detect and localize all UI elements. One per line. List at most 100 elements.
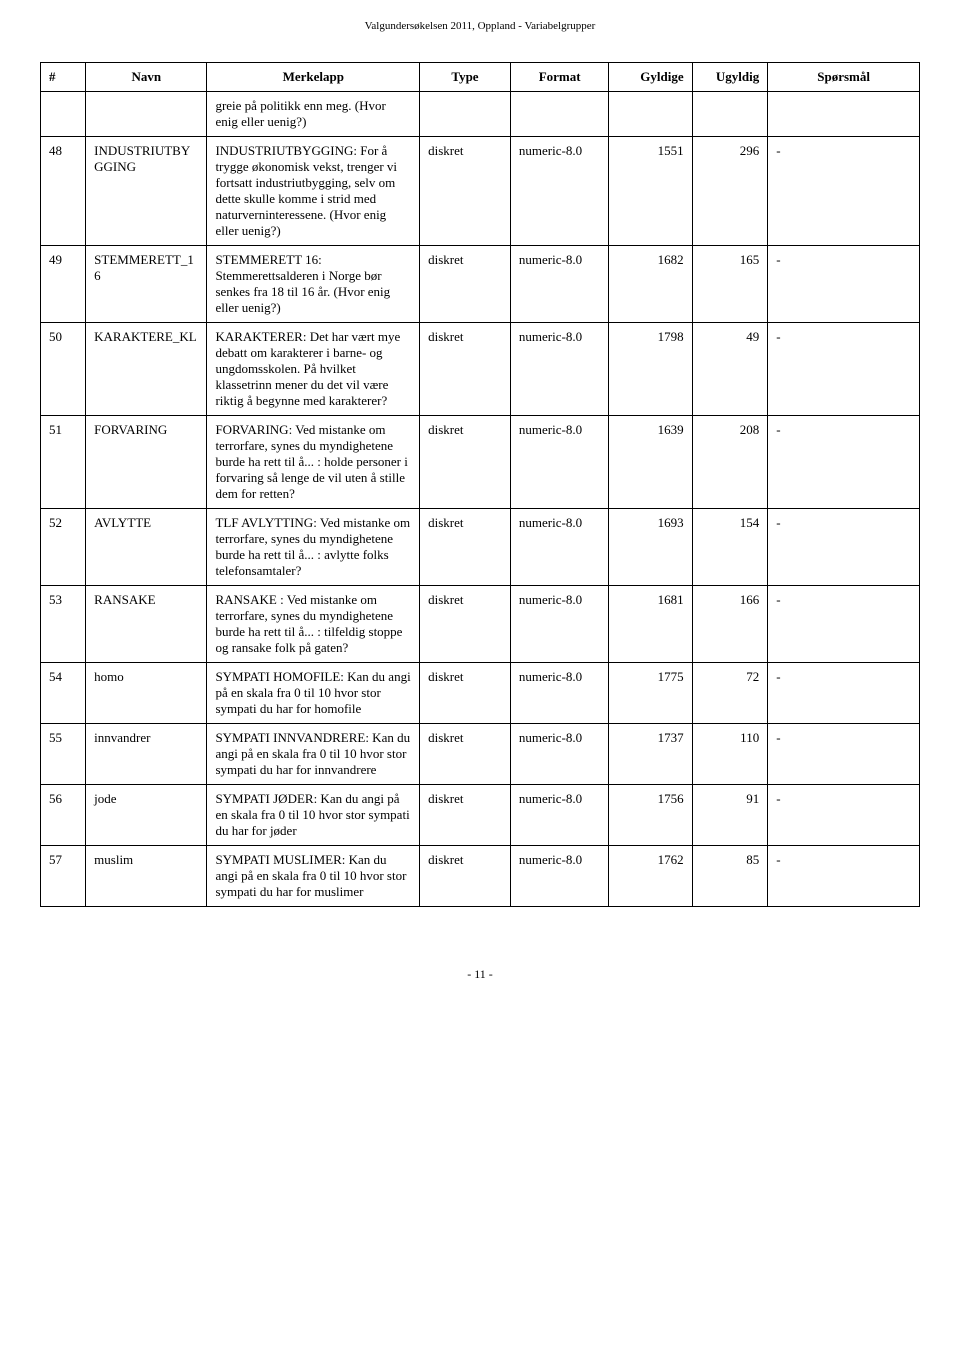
- cell-sporsmal: -: [768, 509, 920, 586]
- cell-ugyldig: 49: [692, 323, 768, 416]
- table-row: 48INDUSTRIUTBYGGINGINDUSTRIUTBYGGING: Fo…: [41, 137, 920, 246]
- col-header-sporsmal: Spørsmål: [768, 63, 920, 92]
- cell-ugyldig: 72: [692, 663, 768, 724]
- cell-type: diskret: [420, 586, 511, 663]
- cell-type: diskret: [420, 663, 511, 724]
- cell-type: diskret: [420, 785, 511, 846]
- col-header-ugyldig: Ugyldig: [692, 63, 768, 92]
- cell-navn: FORVARING: [86, 416, 207, 509]
- cell-sporsmal: -: [768, 785, 920, 846]
- cell-navn: RANSAKE: [86, 586, 207, 663]
- cell-sporsmal: -: [768, 246, 920, 323]
- cell-navn: homo: [86, 663, 207, 724]
- cell-navn: AVLYTTE: [86, 509, 207, 586]
- cell-format: numeric-8.0: [510, 785, 608, 846]
- cell-merkelapp: STEMMERETT 16: Stemmerettsalderen i Norg…: [207, 246, 420, 323]
- cell-sporsmal: -: [768, 586, 920, 663]
- cell-gyldige: 1737: [609, 724, 692, 785]
- cell-type: diskret: [420, 137, 511, 246]
- cell-sporsmal: -: [768, 416, 920, 509]
- cell-navn: INDUSTRIUTBYGGING: [86, 137, 207, 246]
- cell-gyldige: 1798: [609, 323, 692, 416]
- cell-type: diskret: [420, 416, 511, 509]
- cell-navn: muslim: [86, 846, 207, 907]
- variable-table: # Navn Merkelapp Type Format Gyldige Ugy…: [40, 62, 920, 907]
- cell-type: diskret: [420, 323, 511, 416]
- cell-merkelapp: SYMPATI INNVANDRERE: Kan du angi på en s…: [207, 724, 420, 785]
- cell-navn: [86, 92, 207, 137]
- cell-format: numeric-8.0: [510, 724, 608, 785]
- table-row: 51FORVARINGFORVARING: Ved mistanke om te…: [41, 416, 920, 509]
- table-row: 53RANSAKERANSAKE : Ved mistanke om terro…: [41, 586, 920, 663]
- cell-format: numeric-8.0: [510, 323, 608, 416]
- cell-ugyldig: 91: [692, 785, 768, 846]
- cell-num: 54: [41, 663, 86, 724]
- cell-gyldige: 1639: [609, 416, 692, 509]
- cell-gyldige: 1775: [609, 663, 692, 724]
- cell-sporsmal: -: [768, 663, 920, 724]
- cell-navn: jode: [86, 785, 207, 846]
- cell-ugyldig: 296: [692, 137, 768, 246]
- col-header-num: #: [41, 63, 86, 92]
- cell-num: 50: [41, 323, 86, 416]
- cell-ugyldig: 165: [692, 246, 768, 323]
- cell-merkelapp: RANSAKE : Ved mistanke om terrorfare, sy…: [207, 586, 420, 663]
- cell-ugyldig: 110: [692, 724, 768, 785]
- cell-type: diskret: [420, 846, 511, 907]
- cell-gyldige: 1756: [609, 785, 692, 846]
- cell-merkelapp: greie på politikk enn meg. (Hvor enig el…: [207, 92, 420, 137]
- cell-format: numeric-8.0: [510, 663, 608, 724]
- cell-navn: KARAKTERE_KL: [86, 323, 207, 416]
- cell-format: numeric-8.0: [510, 509, 608, 586]
- cell-format: numeric-8.0: [510, 137, 608, 246]
- cell-ugyldig: 85: [692, 846, 768, 907]
- cell-num: 49: [41, 246, 86, 323]
- col-header-type: Type: [420, 63, 511, 92]
- cell-format: numeric-8.0: [510, 846, 608, 907]
- col-header-gyldige: Gyldige: [609, 63, 692, 92]
- col-header-merkelapp: Merkelapp: [207, 63, 420, 92]
- cell-gyldige: 1682: [609, 246, 692, 323]
- cell-merkelapp: SYMPATI JØDER: Kan du angi på en skala f…: [207, 785, 420, 846]
- cell-format: [510, 92, 608, 137]
- table-row: 49STEMMERETT_16STEMMERETT 16: Stemmerett…: [41, 246, 920, 323]
- cell-gyldige: 1693: [609, 509, 692, 586]
- cell-type: diskret: [420, 246, 511, 323]
- cell-ugyldig: 166: [692, 586, 768, 663]
- cell-num: 51: [41, 416, 86, 509]
- table-row: 52AVLYTTETLF AVLYTTING: Ved mistanke om …: [41, 509, 920, 586]
- cell-merkelapp: SYMPATI HOMOFILE: Kan du angi på en skal…: [207, 663, 420, 724]
- cell-num: 55: [41, 724, 86, 785]
- cell-sporsmal: [768, 92, 920, 137]
- cell-num: 52: [41, 509, 86, 586]
- cell-ugyldig: 154: [692, 509, 768, 586]
- cell-format: numeric-8.0: [510, 246, 608, 323]
- table-header-row: # Navn Merkelapp Type Format Gyldige Ugy…: [41, 63, 920, 92]
- cell-num: 56: [41, 785, 86, 846]
- page-footer: - 11 -: [40, 967, 920, 982]
- col-header-format: Format: [510, 63, 608, 92]
- table-row: greie på politikk enn meg. (Hvor enig el…: [41, 92, 920, 137]
- cell-merkelapp: TLF AVLYTTING: Ved mistanke om terrorfar…: [207, 509, 420, 586]
- col-header-navn: Navn: [86, 63, 207, 92]
- cell-num: 48: [41, 137, 86, 246]
- cell-sporsmal: -: [768, 724, 920, 785]
- cell-merkelapp: KARAKTERER: Det har vært mye debatt om k…: [207, 323, 420, 416]
- cell-sporsmal: -: [768, 137, 920, 246]
- cell-type: [420, 92, 511, 137]
- cell-navn: STEMMERETT_16: [86, 246, 207, 323]
- cell-merkelapp: FORVARING: Ved mistanke om terrorfare, s…: [207, 416, 420, 509]
- cell-num: 53: [41, 586, 86, 663]
- cell-gyldige: 1681: [609, 586, 692, 663]
- table-row: 57muslimSYMPATI MUSLIMER: Kan du angi på…: [41, 846, 920, 907]
- cell-gyldige: 1762: [609, 846, 692, 907]
- table-row: 55innvandrerSYMPATI INNVANDRERE: Kan du …: [41, 724, 920, 785]
- cell-format: numeric-8.0: [510, 586, 608, 663]
- table-row: 56jodeSYMPATI JØDER: Kan du angi på en s…: [41, 785, 920, 846]
- cell-format: numeric-8.0: [510, 416, 608, 509]
- cell-navn: innvandrer: [86, 724, 207, 785]
- cell-ugyldig: [692, 92, 768, 137]
- cell-type: diskret: [420, 724, 511, 785]
- cell-sporsmal: -: [768, 846, 920, 907]
- cell-merkelapp: SYMPATI MUSLIMER: Kan du angi på en skal…: [207, 846, 420, 907]
